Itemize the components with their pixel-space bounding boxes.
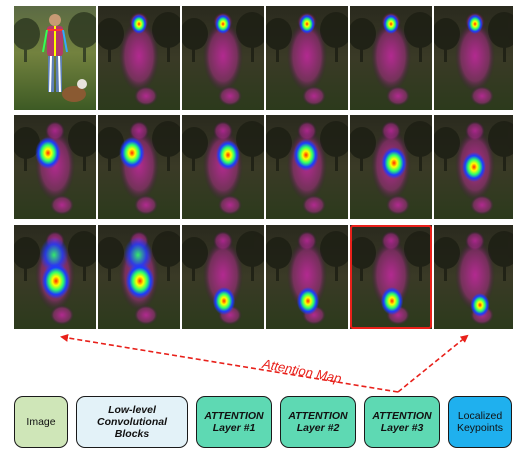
heatmap-tile xyxy=(98,6,180,110)
heatmap-tile xyxy=(98,225,180,329)
heatmap-tile xyxy=(266,225,348,329)
pipeline-low-level-box: Low-level Convolutional Blocks xyxy=(76,396,188,448)
heatmap-tile xyxy=(14,225,96,329)
heatmap-tile xyxy=(182,6,264,110)
pipeline-image-box: Image xyxy=(14,396,68,448)
heatmap-tile xyxy=(350,6,432,110)
heatmap-tile xyxy=(350,115,432,219)
heatmap-tile xyxy=(434,225,513,329)
heatmap-tile xyxy=(14,115,96,219)
attention-map-label: Attention Map xyxy=(261,356,343,387)
heatmap-tile xyxy=(182,115,264,219)
pipeline-attention-2-box: ATTENTION Layer #2 xyxy=(280,396,356,448)
pipeline-attention-1-box: ATTENTION Layer #1 xyxy=(196,396,272,448)
heatmap-tile xyxy=(182,225,264,329)
heatmap-tile-highlighted xyxy=(350,225,432,329)
heatmap-tile xyxy=(434,115,513,219)
heatmap-tile xyxy=(266,115,348,219)
pipeline-attention-3-box: ATTENTION Layer #3 xyxy=(364,396,440,448)
person-figure xyxy=(42,14,87,102)
arrow-to-image xyxy=(60,334,399,393)
input-photo-tile xyxy=(14,6,96,110)
arrow-to-last-column xyxy=(397,334,469,393)
heatmap-tile xyxy=(266,6,348,110)
pipeline-keypoints-box: Localized Keypoints xyxy=(448,396,512,448)
heatmap-tile xyxy=(434,6,513,110)
heatmap-tile xyxy=(98,115,180,219)
